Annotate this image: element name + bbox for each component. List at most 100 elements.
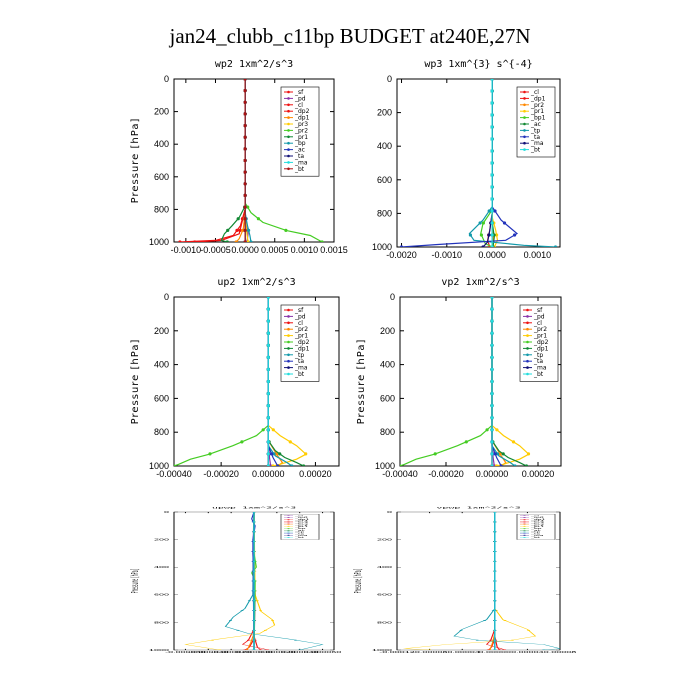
chart-panel-1: wp2 1xm^2/s^3 0 200 400 600 800 1000-0.0010 -0.… <box>130 59 348 255</box>
legend-marker <box>287 167 290 171</box>
series-marker <box>252 590 256 592</box>
series-marker <box>553 245 558 247</box>
legend-marker <box>287 522 290 524</box>
series-marker <box>481 245 485 247</box>
series-marker <box>243 147 247 151</box>
x-tick-label: -0.00012 <box>379 651 415 654</box>
series-marker <box>259 610 263 612</box>
series-marker <box>178 240 182 242</box>
legend-label: _bt <box>294 166 305 173</box>
x-tick-label: -0.0010 <box>171 245 202 255</box>
series-marker <box>243 193 247 197</box>
series-marker <box>511 440 516 444</box>
series-marker <box>288 440 292 444</box>
series-marker <box>252 649 256 650</box>
series-marker <box>490 331 494 335</box>
series-marker <box>243 182 247 186</box>
legend-label: _bt <box>530 147 541 154</box>
y-tick-label: 200 <box>154 539 169 542</box>
series-marker <box>266 355 270 359</box>
legend-label: _ma <box>294 365 308 372</box>
series-marker <box>272 452 276 456</box>
series-line-ta <box>401 79 519 247</box>
series-marker <box>174 464 176 466</box>
series-marker <box>490 440 494 444</box>
series-marker <box>513 233 517 237</box>
series-line-dp2 <box>174 297 269 466</box>
series-marker <box>493 560 497 562</box>
x-tick-label: 0.00020 <box>522 469 555 479</box>
legend-marker <box>523 135 526 139</box>
legend-marker <box>523 90 526 94</box>
series-marker <box>243 170 247 174</box>
series-marker <box>252 541 256 543</box>
legend-marker <box>287 116 290 119</box>
legend-marker <box>287 372 290 376</box>
legend-label: _pr2 <box>294 127 308 134</box>
legend-label: _pr4 <box>530 520 545 522</box>
y-tick-label: 400 <box>377 566 392 569</box>
x-tick-label: -0.0005 <box>200 245 231 255</box>
series-line-tp <box>453 511 560 650</box>
legend-label: _pr2 <box>530 102 544 109</box>
series-marker <box>266 649 270 650</box>
series-marker <box>252 610 256 612</box>
series-marker <box>236 629 240 631</box>
legend-marker <box>287 528 290 529</box>
series-marker <box>498 452 502 456</box>
series-marker <box>252 600 256 602</box>
y-tick-label: 800 <box>154 204 169 214</box>
legend-marker <box>287 308 290 312</box>
legend-marker <box>287 141 290 145</box>
y-tick-label: 600 <box>377 175 392 185</box>
series-marker <box>302 464 306 466</box>
legend-marker <box>526 308 529 312</box>
series-marker <box>490 221 494 225</box>
series-marker <box>243 112 247 116</box>
series-line-dp2 <box>400 297 493 466</box>
series-marker <box>298 649 302 650</box>
legend-marker <box>287 90 290 94</box>
series-marker <box>266 343 270 347</box>
legend-marker <box>523 518 526 520</box>
legend-label: _pd <box>533 313 545 320</box>
series-marker <box>526 452 531 456</box>
legend-label: _pr3 <box>294 522 309 524</box>
legend-marker <box>523 535 526 537</box>
series-marker <box>266 392 270 396</box>
series-marker <box>490 185 494 189</box>
series-marker <box>236 217 240 221</box>
series-marker <box>493 209 497 213</box>
legend-label: _pr3 <box>530 522 545 524</box>
series-marker <box>493 639 497 641</box>
series-marker <box>266 428 270 432</box>
series-marker <box>249 240 253 242</box>
legend-label: _ta <box>530 533 541 535</box>
legend-label: _dp1 <box>294 345 310 352</box>
series-marker <box>542 649 546 650</box>
x-tick-label: -0.00008 <box>412 651 448 654</box>
series-marker <box>490 197 494 201</box>
legend-marker <box>523 141 526 145</box>
series-marker <box>294 639 298 641</box>
legend-marker <box>526 340 529 344</box>
x-tick-label: 0.00020 <box>299 469 332 479</box>
panel-title: wp2 1xm^2/s^3 <box>215 59 293 70</box>
y-tick-label: 800 <box>154 621 169 624</box>
x-tick-label: -0.0020 <box>386 250 417 260</box>
series-marker <box>487 233 491 237</box>
legend-label: _ac <box>294 530 306 532</box>
y-tick-label: 200 <box>380 326 395 336</box>
y-tick-label: 1000 <box>372 242 392 252</box>
legend-marker <box>287 533 290 535</box>
series-marker <box>266 379 270 384</box>
legend-marker <box>523 529 526 531</box>
legend-marker <box>523 533 526 535</box>
series-marker <box>247 228 251 232</box>
x-tick-label: 0.0000 <box>478 250 506 260</box>
series-marker <box>252 531 256 533</box>
series-marker <box>493 570 497 572</box>
legend-marker <box>523 148 526 151</box>
series-marker <box>479 233 483 237</box>
legend-label: _dp1 <box>294 115 310 122</box>
